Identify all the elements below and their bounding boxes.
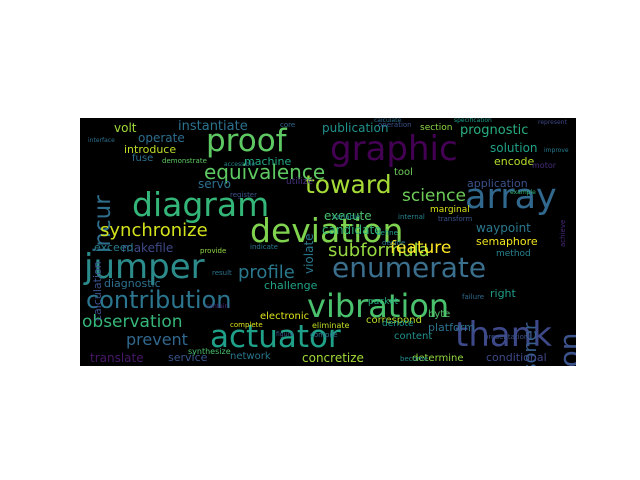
word-complete: complete (230, 321, 263, 329)
word-denote: denote (382, 319, 414, 329)
word-actuator: actuator (210, 319, 341, 355)
word-prevent: prevent (126, 330, 188, 349)
word-improve: improve (544, 147, 569, 154)
word-compile: compile (310, 331, 338, 339)
word-contain: contain (206, 303, 229, 310)
word-violate: violate (302, 233, 316, 275)
word-solution: solution (490, 141, 538, 155)
word-graphic: graphic (330, 129, 458, 169)
word-become: become (400, 355, 429, 363)
word-variable: variable (332, 213, 361, 221)
word-decide: decide (382, 239, 406, 247)
word-thank: thank (455, 315, 552, 355)
word-specification: specification (454, 118, 492, 124)
word-makefile: makefile (122, 241, 174, 255)
word-marginal: marginal (430, 205, 470, 215)
word-packet: packet (368, 297, 399, 307)
word-indicate: indicate (250, 243, 278, 251)
word-diagnostic: diagnostic (104, 277, 161, 290)
word-introduce: introduce (124, 143, 177, 156)
word-define: define (376, 229, 398, 237)
word-feature: feature (390, 238, 452, 258)
word-synchronize: synchronize (100, 220, 208, 241)
word-machine: machine (244, 155, 292, 168)
word-execute: execute (324, 209, 372, 223)
word-example: example (510, 189, 536, 196)
word-waypoint: waypoint (476, 221, 531, 235)
word-toward: toward (305, 170, 392, 199)
word-network: network (230, 351, 271, 362)
word-annotation: annotation (553, 332, 576, 366)
word-contribution: contribution (86, 286, 232, 314)
word-achieve: achieve (559, 220, 567, 248)
word-provide: provide (200, 247, 227, 255)
word-subformula: subformula (328, 240, 430, 261)
word-encode: encode (494, 155, 535, 168)
word-translate: translate (90, 351, 144, 365)
word-correspond: correspond (366, 315, 422, 326)
word-conditional: conditional (486, 351, 547, 364)
word-result: result (212, 269, 232, 277)
word-science: science (402, 186, 466, 206)
word-synthesize: synthesize (188, 347, 231, 356)
word-core: core (280, 121, 296, 129)
word-platform: platform (428, 321, 475, 334)
word-failure: failure (462, 293, 485, 301)
word-diagram: diagram (132, 185, 270, 224)
word-content: content (394, 331, 433, 342)
word-challenge: challenge (264, 279, 318, 292)
word-enumerate: enumerate (332, 251, 487, 284)
word-publication: publication (322, 121, 389, 135)
word-application: application (467, 177, 528, 190)
word-calculate: calculate (374, 118, 402, 124)
word-operate: operate (138, 131, 185, 145)
word-array: array (465, 177, 557, 217)
word-jumper: jumper (84, 247, 205, 287)
word-fuse: fuse (132, 153, 154, 164)
word-figure: figure (276, 331, 294, 338)
word-presentation: presentation (484, 333, 529, 341)
word-method: method (496, 249, 531, 259)
word-section: section (420, 123, 453, 133)
word-tool: tool (394, 167, 413, 178)
word-profile: profile (238, 262, 295, 283)
word-observation: observation (82, 312, 183, 332)
word-servo: servo (198, 177, 232, 191)
word-exceed: exceed (94, 241, 134, 254)
word-instantiate: instantiate (178, 119, 248, 134)
word-vibration: vibration (307, 287, 450, 325)
word-interface: interface (88, 137, 115, 144)
word-accessible: accessible (224, 161, 256, 168)
word-service: service (168, 351, 208, 364)
word-semaphore: semaphore (476, 235, 538, 248)
word-cloud: diagram deviation actuator proof graphic enum… (80, 118, 576, 366)
word-internal: internal (398, 213, 425, 221)
word-electronic: electronic (260, 311, 310, 322)
word-prognostic: prognostic (460, 123, 529, 138)
word-transform: transform (438, 215, 473, 223)
word-deviation: deviation (250, 211, 404, 250)
word-motor: motor (532, 161, 557, 170)
word-byte: byte (428, 309, 451, 320)
word-eliminate: eliminate (312, 321, 350, 330)
word-demonstrate: demonstrate (162, 157, 207, 165)
word-determine: determine (412, 353, 464, 364)
word-operation: operation (378, 121, 412, 129)
word-register: register (230, 191, 257, 199)
word-utilize: utilize (286, 177, 313, 187)
word-volt: volt (114, 121, 137, 135)
word-concretize: concretize (302, 351, 364, 365)
word-represent: represent (538, 119, 567, 126)
word-right: right (490, 287, 516, 300)
word-proof: proof (206, 123, 287, 159)
word-equivalence: equivalence (204, 160, 326, 184)
word-calculation: calculation (91, 260, 104, 321)
word-candidate: candidate (322, 223, 382, 237)
